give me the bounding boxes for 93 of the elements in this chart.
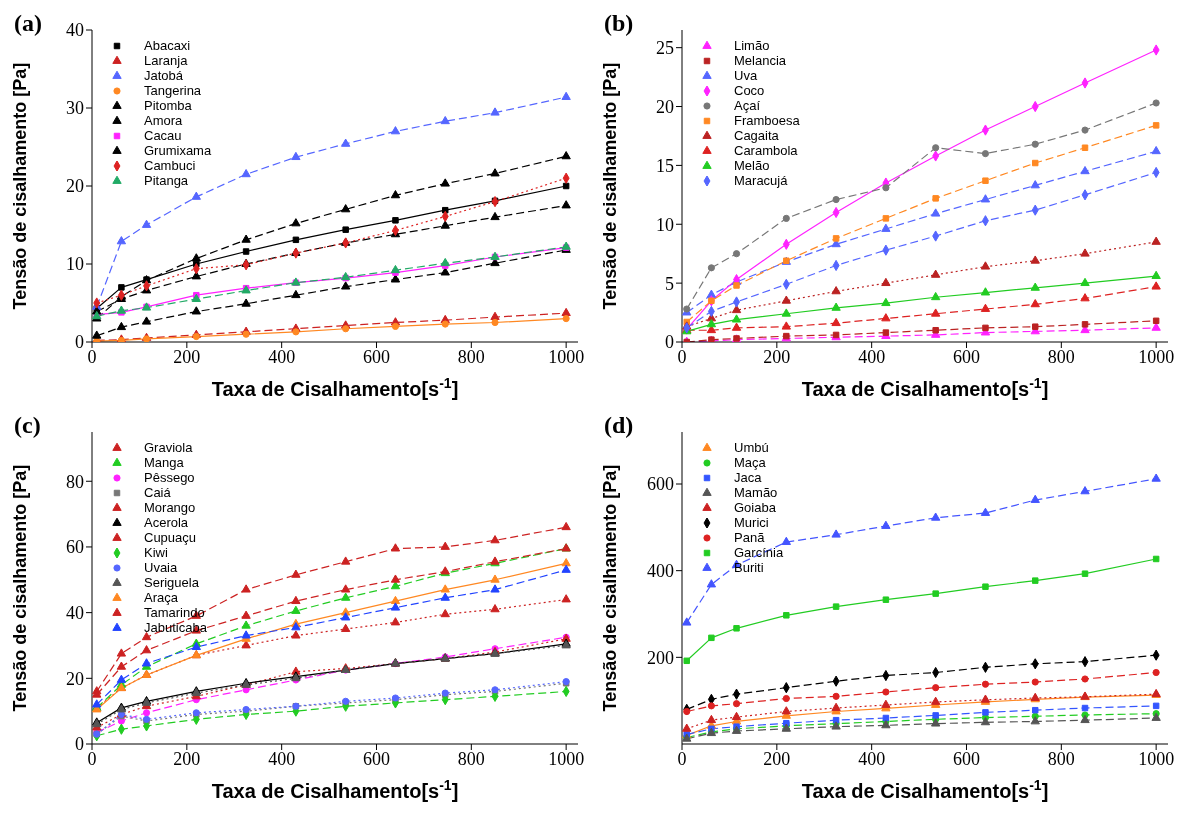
y-tick-label: 200 — [647, 647, 674, 668]
legend-label: Goiaba — [734, 500, 776, 515]
legend-label: Murici — [734, 515, 769, 530]
legend-label: Maracujá — [734, 173, 788, 188]
legend-label: Pêssego — [144, 470, 195, 485]
y-tick-label: 10 — [656, 214, 674, 235]
legend-label: Melancia — [734, 53, 787, 68]
y-tick-label: 80 — [66, 471, 84, 492]
legend-label: Pitanga — [144, 173, 189, 188]
chart-title: (c) — [14, 412, 41, 439]
legend-label: Coco — [734, 83, 765, 98]
legend-label: Uvaia — [144, 560, 178, 575]
x-tick-label: 800 — [1047, 346, 1075, 367]
y-tick-label: 15 — [656, 155, 674, 176]
x-tick-label: 200 — [173, 748, 201, 769]
legend-label: Araça — [144, 590, 178, 605]
legend-label: Panã — [734, 530, 765, 545]
x-tick-label: 1000 — [548, 748, 585, 769]
legend-label: Maça — [734, 455, 766, 470]
legend-label: Melão — [734, 158, 770, 173]
chart-title: (b) — [604, 10, 634, 37]
legend-label: Morango — [144, 500, 196, 515]
x-tick-label: 800 — [1047, 748, 1075, 769]
legend-label: Kiwi — [144, 545, 168, 560]
y-axis-title: Tensão de cisalhamento [Pa] — [10, 62, 30, 310]
x-tick-label: 800 — [457, 346, 485, 367]
y-tick-label: 40 — [66, 20, 84, 41]
legend-label: Buriti — [734, 560, 764, 575]
x-tick-label: 200 — [763, 346, 791, 367]
x-axis-title: Taxa de Cisalhamento[s$^{-1}$] — [211, 777, 459, 802]
legend-label: Graviola — [144, 440, 193, 455]
legend-label: Jabuticaba — [144, 620, 207, 635]
x-tick-label: 800 — [457, 748, 485, 769]
x-tick-label: 400 — [858, 346, 886, 367]
x-tick-label: 400 — [268, 346, 296, 367]
y-tick-label: 600 — [647, 474, 674, 495]
legend-label: Amora — [144, 113, 183, 128]
legend-label: Seriguela — [144, 575, 199, 590]
x-tick-label: 400 — [858, 748, 886, 769]
y-tick-label: 5 — [665, 273, 674, 294]
y-tick-label: 20 — [66, 176, 84, 197]
y-tick-label: 20 — [66, 668, 84, 689]
legend-label: Jatobá — [144, 68, 184, 83]
legend-label: Laranja — [144, 53, 188, 68]
legend-label: Mamão — [734, 485, 778, 500]
x-axis-title: Taxa de Cisalhamento[s$^{-1}$] — [211, 375, 459, 400]
y-tick-label: 10 — [66, 254, 84, 275]
x-tick-label: 1000 — [548, 346, 585, 367]
chart-title: (a) — [14, 10, 42, 37]
y-tick-label: 400 — [647, 561, 674, 582]
legend-label: Acerola — [144, 515, 189, 530]
legend-label: Uva — [734, 68, 758, 83]
legend-label: Pitomba — [144, 98, 192, 113]
legend-label: Manga — [144, 455, 184, 470]
legend-label: Tangerina — [144, 83, 202, 98]
legend-label: Grumixama — [144, 143, 212, 158]
x-tick-label: 400 — [268, 748, 296, 769]
legend-label: Carambola — [734, 143, 798, 158]
x-tick-label: 200 — [173, 346, 201, 367]
legend-label: Tamarindo — [144, 605, 205, 620]
x-axis-title: Taxa de Cisalhamento[s$^{-1}$] — [801, 777, 1049, 802]
chart-title: (d) — [604, 412, 634, 439]
x-tick-label: 1000 — [1138, 346, 1175, 367]
x-axis-title: Taxa de Cisalhamento[s$^{-1}$] — [801, 375, 1049, 400]
y-axis-title: Tensão de cisalhamento [Pa] — [600, 62, 620, 310]
x-tick-label: 600 — [952, 748, 980, 769]
legend-label: Cupuaçu — [144, 530, 197, 545]
x-tick-label: 600 — [952, 346, 980, 367]
legend-label: Açaí — [734, 98, 761, 113]
legend-label: Framboesa — [734, 113, 800, 128]
y-tick-label: 0 — [75, 332, 84, 353]
legend-label: Jaca — [734, 470, 762, 485]
x-tick-label: 200 — [763, 748, 791, 769]
legend-label: Umbú — [734, 440, 769, 455]
x-tick-label: 1000 — [1138, 748, 1175, 769]
y-tick-label: 60 — [66, 537, 84, 558]
x-tick-label: 600 — [362, 346, 390, 367]
legend-label: Limão — [734, 38, 770, 53]
legend-label: Cambuci — [144, 158, 196, 173]
y-axis-title: Tensão de cisalhamento [Pa] — [600, 464, 620, 712]
y-tick-label: 20 — [656, 96, 674, 117]
legend-label: Cacau — [144, 128, 182, 143]
legend-label: Caiá — [144, 485, 171, 500]
y-tick-label: 30 — [66, 98, 84, 119]
y-tick-label: 40 — [66, 603, 84, 624]
legend-label: Abacaxi — [144, 38, 191, 53]
legend-label: Cagaita — [734, 128, 779, 143]
y-tick-label: 0 — [75, 734, 84, 755]
y-tick-label: 0 — [665, 332, 674, 353]
legend-label: Garcínia — [734, 545, 784, 560]
y-tick-label: 25 — [656, 38, 674, 59]
x-tick-label: 600 — [362, 748, 390, 769]
y-axis-title: Tensão de cisalhamento [Pa] — [10, 464, 30, 712]
